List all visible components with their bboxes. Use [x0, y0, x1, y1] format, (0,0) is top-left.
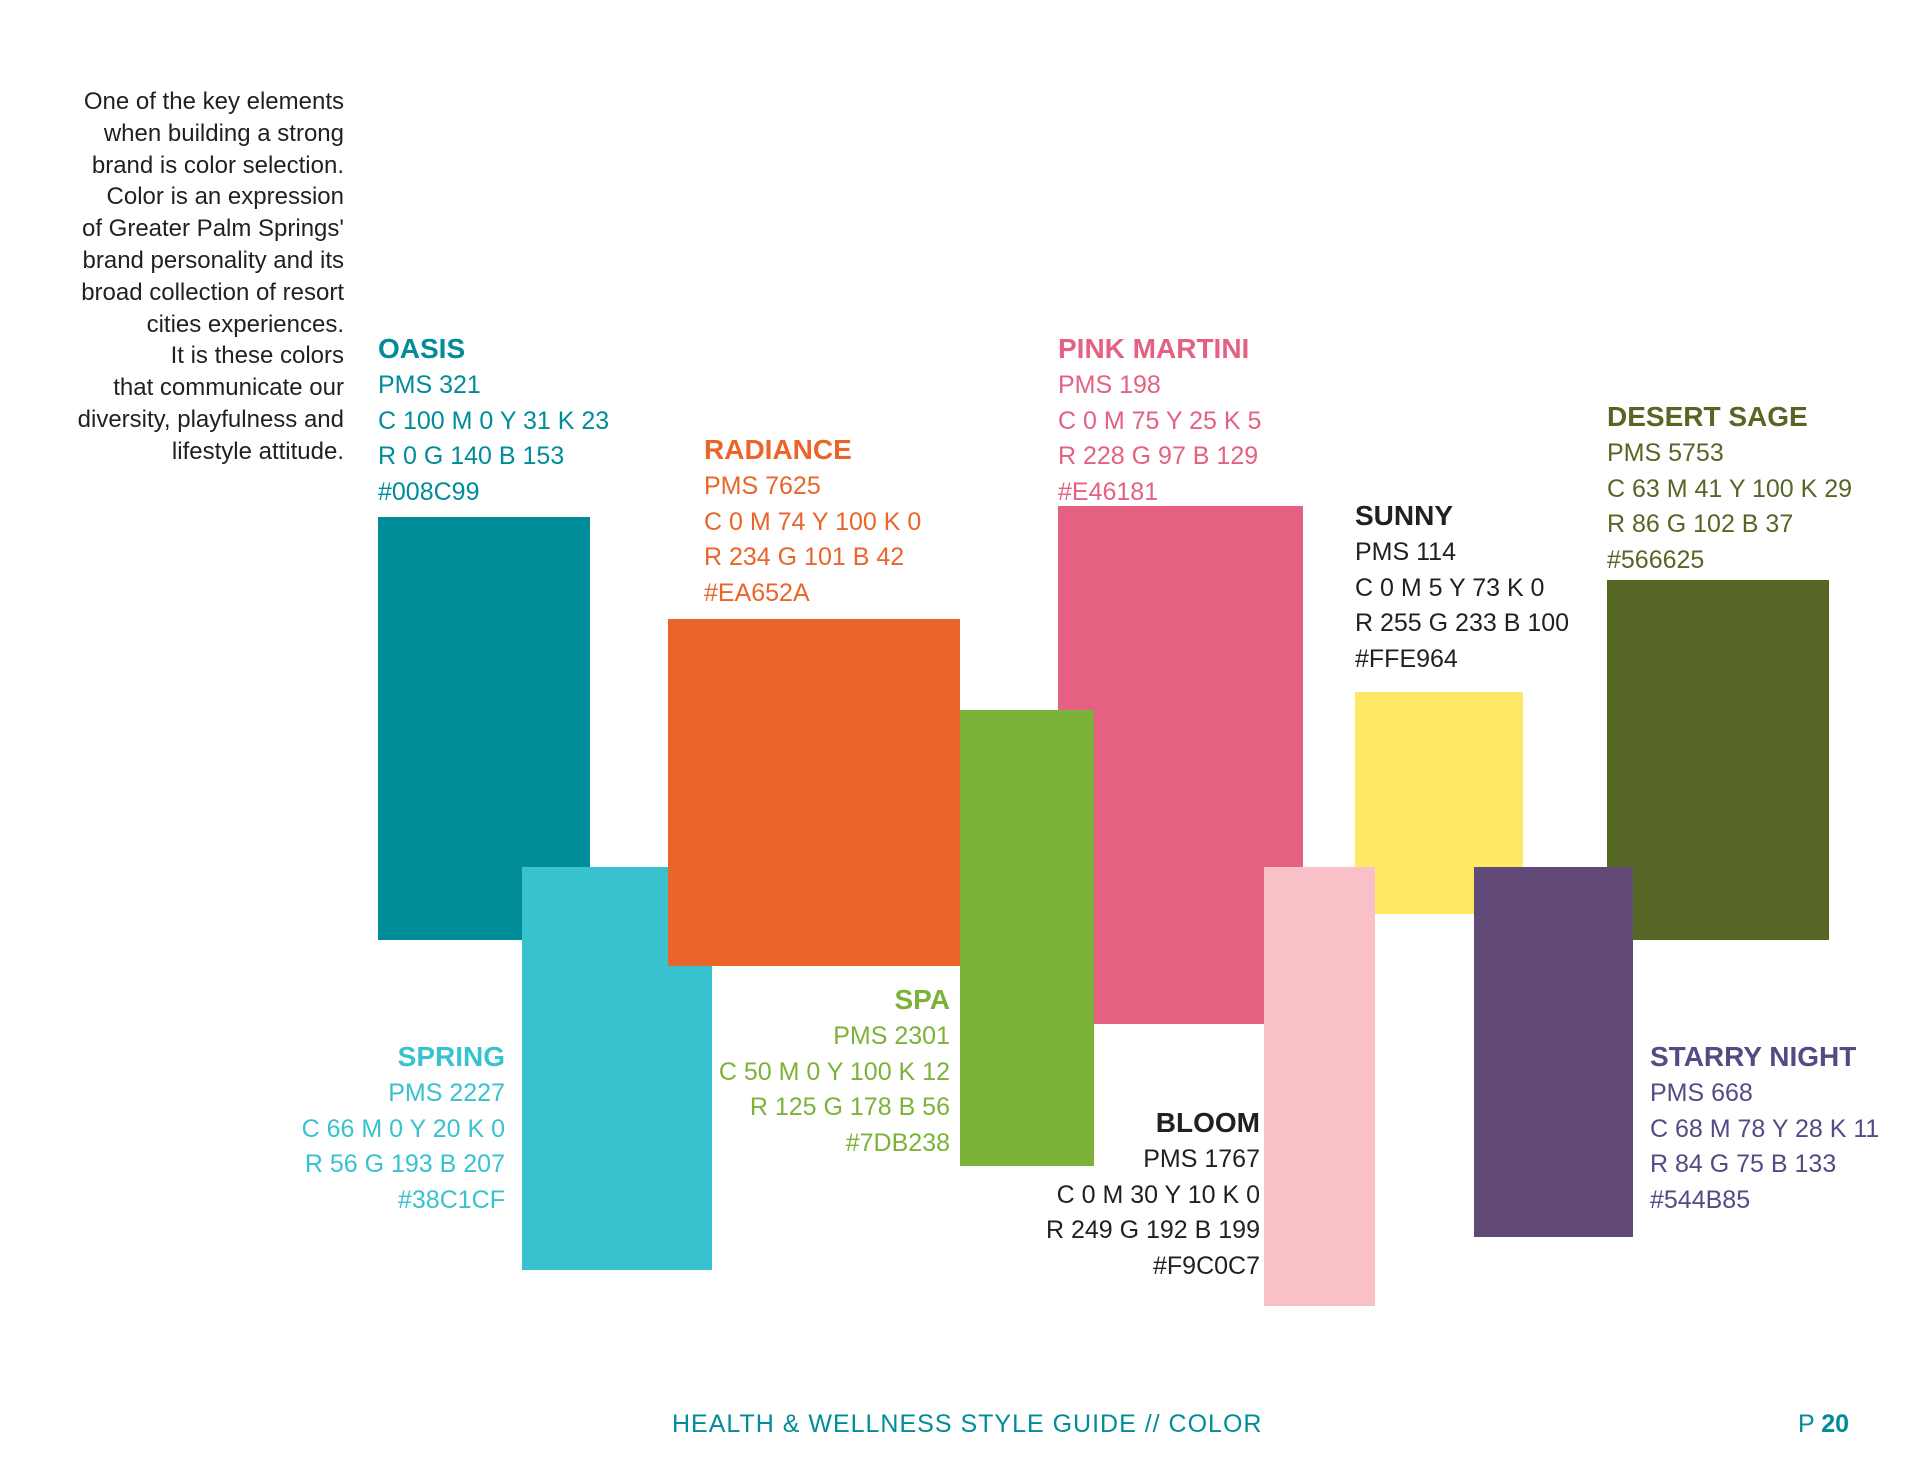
- radiance-pms: PMS 7625: [704, 472, 821, 500]
- desert-sage-pms: PMS 5753: [1607, 439, 1724, 467]
- radiance-rgb: R 234 G 101 B 42: [704, 543, 905, 571]
- intro-line: One of the key elements: [83, 88, 344, 115]
- radiance-name: RADIANCE: [704, 434, 852, 465]
- pink-martini-cmyk: C 0 M 75 Y 25 K 5: [1058, 406, 1262, 435]
- sunny-label: SUNNY PMS 114 C 0 M 5 Y 73 K 0 R 255 G 2…: [1355, 497, 1569, 677]
- radiance-label: RADIANCE PMS 7625 C 0 M 74 Y 100 K 0 R 2…: [704, 431, 921, 611]
- bloom-pms: PMS 1767: [1143, 1145, 1260, 1173]
- oasis-label: OASIS PMS 321 C 100 M 0 Y 31 K 23 R 0 G …: [378, 330, 609, 510]
- bloom-name: BLOOM: [1155, 1107, 1260, 1138]
- intro-line: diversity, playfulness and: [77, 405, 344, 433]
- pink-martini-name: PINK MARTINI: [1058, 333, 1250, 364]
- intro-line: brand is color selection.: [91, 151, 344, 179]
- spa-cmyk: C 50 M 0 Y 100 K 12: [718, 1057, 950, 1086]
- intro-line: cities experiences.: [146, 310, 344, 338]
- starry-night-cmyk: C 68 M 78 Y 28 K 11: [1650, 1114, 1880, 1143]
- spa-swatch: [960, 710, 1094, 1166]
- intro-line: brand personality and its: [82, 246, 345, 274]
- oasis-hex: #008C99: [378, 477, 480, 506]
- starry-night-hex: #544B85: [1650, 1185, 1751, 1214]
- pink-martini-swatch: [1058, 506, 1303, 1024]
- intro-line: It is these colors: [170, 342, 344, 370]
- desert-sage-name: DESERT SAGE: [1607, 401, 1808, 432]
- intro-line: lifestyle attitude.: [171, 437, 344, 465]
- sunny-cmyk: C 0 M 5 Y 73 K 0: [1355, 573, 1545, 602]
- pink-martini-hex: #E46181: [1058, 477, 1159, 506]
- pink-martini-label: PINK MARTINI PMS 198 C 0 M 75 Y 25 K 5 R…: [1058, 330, 1261, 510]
- spring-name: SPRING: [397, 1041, 505, 1072]
- radiance-hex: #EA652A: [704, 578, 810, 607]
- spring-hex: #38C1CF: [398, 1185, 505, 1214]
- radiance-swatch: [668, 619, 960, 966]
- spring-label: SPRING PMS 2227 C 66 M 0 Y 20 K 0 R 56 G…: [302, 1038, 505, 1218]
- spa-hex: #7DB238: [845, 1128, 950, 1157]
- desert-sage-cmyk: C 63 M 41 Y 100 K 29: [1607, 474, 1853, 503]
- desert-sage-hex: #566625: [1607, 545, 1705, 574]
- page-number: P 20: [1798, 1410, 1849, 1439]
- oasis-cmyk: C 100 M 0 Y 31 K 23: [378, 406, 610, 435]
- pink-martini-rgb: R 228 G 97 B 129: [1058, 442, 1259, 470]
- intro-line: broad collection of resort: [81, 278, 344, 306]
- starry-night-swatch: [1474, 867, 1633, 1237]
- pink-martini-pms: PMS 198: [1058, 371, 1161, 399]
- oasis-name: OASIS: [378, 333, 466, 364]
- bloom-rgb: R 249 G 192 B 199: [1045, 1216, 1260, 1244]
- oasis-pms: PMS 321: [378, 371, 481, 399]
- bloom-cmyk: C 0 M 30 Y 10 K 0: [1056, 1180, 1260, 1209]
- intro-line: of Greater Palm Springs': [81, 215, 344, 243]
- intro-paragraph: One of the key elements when building a …: [40, 86, 344, 468]
- starry-night-name: STARRY NIGHT: [1650, 1041, 1857, 1072]
- spring-cmyk: C 66 M 0 Y 20 K 0: [301, 1114, 505, 1143]
- desert-sage-rgb: R 86 G 102 B 37: [1607, 510, 1794, 538]
- desert-sage-label: DESERT SAGE PMS 5753 C 63 M 41 Y 100 K 2…: [1607, 398, 1852, 578]
- bloom-label: BLOOM PMS 1767 C 0 M 30 Y 10 K 0 R 249 G…: [1046, 1104, 1260, 1284]
- starry-night-label: STARRY NIGHT PMS 668 C 68 M 78 Y 28 K 11…: [1650, 1038, 1879, 1218]
- sunny-pms: PMS 114: [1355, 538, 1456, 566]
- footer-title: HEALTH & WELLNESS STYLE GUIDE // COLOR: [672, 1410, 1263, 1438]
- page-prefix: P: [1798, 1410, 1815, 1438]
- spa-pms: PMS 2301: [833, 1022, 950, 1050]
- spring-pms: PMS 2227: [388, 1079, 505, 1107]
- bloom-hex: #F9C0C7: [1153, 1251, 1260, 1280]
- intro-line: Color is an expression: [106, 183, 344, 211]
- sunny-hex: #FFE964: [1355, 644, 1458, 673]
- bloom-swatch: [1264, 867, 1375, 1306]
- oasis-rgb: R 0 G 140 B 153: [378, 442, 565, 470]
- radiance-cmyk: C 0 M 74 Y 100 K 0: [704, 507, 922, 536]
- starry-night-pms: PMS 668: [1650, 1079, 1753, 1107]
- intro-line: that communicate our: [113, 374, 344, 402]
- intro-line: when building a strong: [103, 119, 344, 147]
- sunny-name: SUNNY: [1355, 500, 1454, 531]
- spring-rgb: R 56 G 193 B 207: [304, 1150, 505, 1178]
- spa-name: SPA: [894, 984, 951, 1015]
- starry-night-rgb: R 84 G 75 B 133: [1650, 1150, 1837, 1178]
- spa-rgb: R 125 G 178 B 56: [749, 1093, 950, 1121]
- spa-label: SPA PMS 2301 C 50 M 0 Y 100 K 12 R 125 G…: [719, 981, 950, 1161]
- sunny-rgb: R 255 G 233 B 100: [1355, 609, 1570, 637]
- desert-sage-swatch: [1607, 580, 1829, 940]
- page-number-value: 20: [1821, 1410, 1849, 1438]
